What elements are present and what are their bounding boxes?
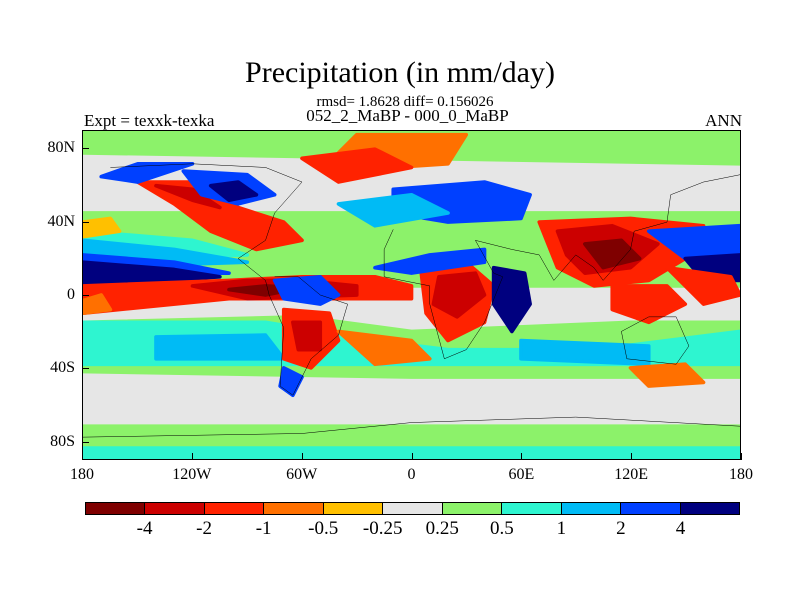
precip-contour-region bbox=[431, 271, 487, 319]
colorbar-swatch bbox=[323, 503, 384, 514]
precip-contour-region bbox=[272, 274, 341, 306]
plot-subtitle: 052_2_MaBP - 000_0_MaBP bbox=[306, 106, 509, 125]
y-tick-mark bbox=[82, 148, 89, 150]
precip-contour-region bbox=[519, 338, 651, 367]
precip-contour-region bbox=[628, 362, 706, 388]
precip-contour-region bbox=[610, 284, 688, 325]
precip-contour-region bbox=[99, 161, 195, 184]
colorbar-swatch bbox=[680, 503, 739, 514]
x-tick-label: 60E bbox=[508, 466, 535, 483]
colorbar-label: -2 bbox=[196, 518, 212, 539]
colorbar-swatch bbox=[145, 503, 205, 514]
y-tick-label: 80N bbox=[47, 139, 75, 157]
colorbar-label: 0.5 bbox=[489, 518, 514, 539]
experiment-label: Expt = texxk-texka bbox=[84, 111, 215, 130]
x-tick-label: 120W bbox=[172, 466, 212, 483]
colorbar-swatch bbox=[204, 503, 265, 514]
y-tick-label: 0 bbox=[67, 286, 75, 303]
x-tick-mark bbox=[521, 453, 523, 460]
coastline bbox=[384, 175, 740, 359]
colorbar bbox=[85, 502, 740, 515]
y-tick-label: 40S bbox=[50, 359, 75, 377]
x-tick-label: 60W bbox=[286, 466, 318, 483]
colorbar-label: -0.25 bbox=[362, 518, 403, 539]
precip-contour-region bbox=[583, 238, 642, 270]
coastline bbox=[621, 317, 689, 364]
precip-contour-region bbox=[208, 180, 259, 203]
precip-contour-region bbox=[491, 265, 532, 334]
precipitation-map bbox=[82, 130, 741, 460]
colorbar-swatch bbox=[442, 503, 503, 514]
coastline bbox=[110, 164, 347, 395]
colorbar-label: -4 bbox=[136, 518, 153, 539]
y-tick-mark bbox=[82, 221, 89, 223]
precip-contour-region bbox=[83, 293, 113, 316]
precip-contour-region bbox=[373, 247, 487, 275]
colorbar-swatch bbox=[561, 503, 622, 514]
stats-text: rmsd= 1.8628 diff= 0.156026 bbox=[316, 94, 494, 110]
precip-contour-region bbox=[154, 183, 222, 210]
x-tick-label: 180 bbox=[70, 466, 94, 483]
coastline bbox=[83, 417, 740, 437]
precip-contour-region bbox=[83, 216, 122, 239]
colorbar-swatch bbox=[502, 503, 562, 514]
plot-title: Precipitation (in mm/day) bbox=[245, 56, 555, 89]
colorbar-swatch bbox=[264, 503, 324, 514]
colorbar-label: -1 bbox=[255, 518, 272, 539]
colorbar-swatch bbox=[621, 503, 681, 514]
y-tick-mark bbox=[82, 441, 89, 443]
colorbar-swatch bbox=[86, 503, 146, 514]
colorbar-label: 4 bbox=[675, 518, 686, 539]
precip-contour-region bbox=[154, 333, 286, 361]
precip-contour-region bbox=[83, 260, 222, 288]
x-tick-mark bbox=[741, 453, 742, 460]
colorbar-label: -0.5 bbox=[308, 518, 339, 539]
colorbar-label: 1 bbox=[556, 518, 567, 539]
map-field bbox=[83, 131, 740, 459]
colorbar-label: 2 bbox=[616, 518, 626, 539]
season-label: ANN bbox=[705, 111, 742, 130]
precip-contour-region bbox=[336, 192, 450, 228]
x-tick-mark bbox=[82, 453, 83, 460]
x-tick-mark bbox=[301, 453, 303, 460]
y-tick-label: 80S bbox=[50, 432, 75, 450]
y-tick-mark bbox=[82, 368, 89, 370]
y-tick-label: 40N bbox=[47, 212, 75, 230]
colorbar-swatch bbox=[383, 503, 443, 514]
precip-contour-region bbox=[300, 147, 414, 184]
precip-contour-region bbox=[336, 329, 432, 367]
precip-contour-region bbox=[291, 320, 323, 352]
x-tick-label: 180 bbox=[729, 466, 753, 483]
precip-contour-region bbox=[646, 223, 740, 261]
colorbar-label: 0.25 bbox=[425, 518, 459, 539]
y-tick-mark bbox=[82, 295, 89, 296]
x-tick-label: 0 bbox=[407, 466, 416, 483]
x-tick-mark bbox=[631, 453, 633, 460]
x-tick-label: 120E bbox=[614, 466, 649, 483]
precip-contour-region bbox=[665, 265, 740, 306]
x-tick-mark bbox=[411, 453, 413, 460]
x-tick-mark bbox=[191, 453, 193, 460]
